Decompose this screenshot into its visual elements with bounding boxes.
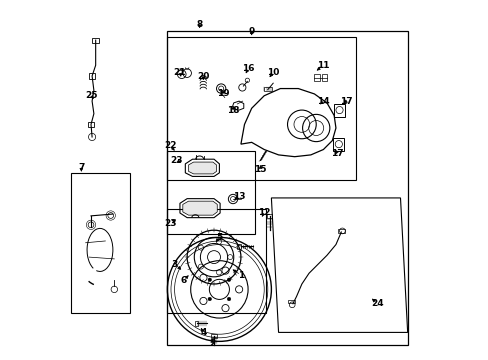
Text: 7: 7 [78,163,84,172]
Circle shape [227,297,230,301]
Bar [333,104,344,117]
Bar [321,74,326,81]
Text: 22: 22 [164,141,177,150]
Bar [210,334,217,338]
Bar [195,320,197,326]
Text: 25: 25 [84,91,97,100]
Text: 5: 5 [216,233,222,242]
Text: 9: 9 [248,27,254,36]
Text: 24: 24 [370,299,383,308]
Text: 4: 4 [200,328,206,337]
Circle shape [227,278,230,282]
Text: 17: 17 [331,149,344,158]
Bar [266,214,271,218]
Text: 20: 20 [197,72,209,81]
Text: 23: 23 [164,219,177,228]
Bar [88,122,94,127]
Circle shape [207,297,211,301]
Text: 16: 16 [242,64,254,73]
Text: 2: 2 [209,339,215,348]
Text: 17: 17 [340,96,352,105]
Text: 18: 18 [227,105,240,114]
Bar [287,300,295,303]
Bar [236,244,241,249]
Text: 23: 23 [170,156,182,165]
Bar [333,138,344,150]
Text: 1: 1 [237,270,244,279]
Text: 3: 3 [171,260,177,269]
Text: 11: 11 [317,61,329,70]
Bar [92,38,99,42]
Bar [314,74,320,81]
Text: 12: 12 [258,208,270,217]
Text: 10: 10 [266,68,279,77]
Circle shape [207,278,211,282]
Text: 6: 6 [180,276,186,285]
Bar [89,73,95,78]
Polygon shape [183,201,217,215]
Polygon shape [188,162,216,174]
Text: 15: 15 [254,165,266,174]
Text: 19: 19 [216,89,229,98]
Text: 14: 14 [316,96,329,105]
Text: 13: 13 [232,192,245,201]
Bar [263,87,271,91]
Text: 21: 21 [173,68,186,77]
Text: 8: 8 [196,19,203,28]
Bar [337,229,344,233]
